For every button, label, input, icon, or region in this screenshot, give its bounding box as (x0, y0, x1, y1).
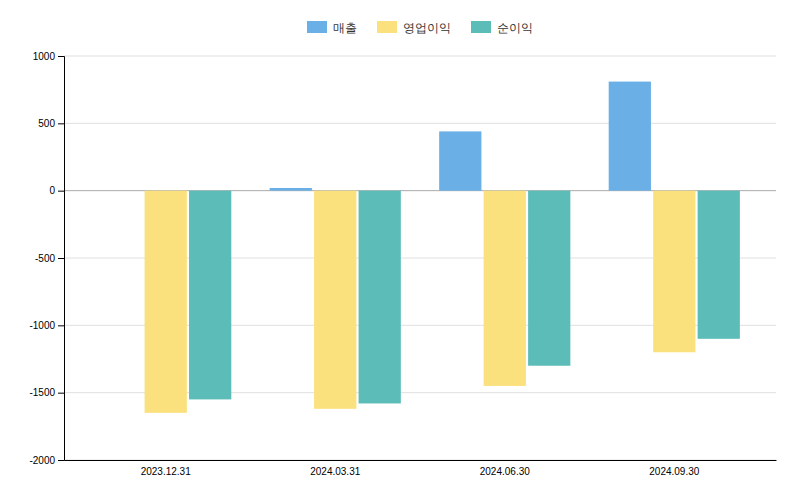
plot: -2000-1500-1000-500050010002023.12.31202… (29, 51, 776, 477)
x-tick: 2023.12.31 (141, 466, 191, 477)
x-tick-label: 2024.06.30 (480, 466, 530, 477)
legend-swatch (377, 21, 397, 33)
grid-line (64, 56, 776, 57)
y-tick-label: 1000 (33, 51, 56, 62)
legend: 매출 영업이익 순이익 (307, 21, 533, 35)
y-tick: 0 (49, 185, 64, 196)
bar (145, 191, 187, 413)
bar-series (270, 82, 651, 191)
x-tick-label: 2023.12.31 (141, 466, 191, 477)
bar (528, 191, 570, 366)
y-tick: 1000 (33, 51, 64, 62)
grid-line (64, 460, 776, 461)
y-axis: -2000 -1500 -1000 -500 0 500 1000 (29, 51, 64, 466)
bar (100, 190, 142, 191)
x-tick: 2024.03.31 (310, 466, 360, 477)
bar (698, 191, 740, 339)
y-tick-mark (58, 460, 64, 461)
y-tick: -1500 (29, 387, 64, 398)
y-tick-label: 0 (49, 185, 55, 196)
y-tick-mark (58, 56, 64, 57)
y-tick-mark (58, 325, 64, 326)
y-tick: -2000 (29, 455, 64, 466)
y-tick: 500 (38, 118, 64, 129)
y-tick-mark (58, 258, 64, 259)
bar-series (189, 191, 740, 404)
bar (653, 191, 695, 353)
bar (270, 188, 312, 191)
legend-label: 매출 (333, 21, 357, 35)
bar (314, 191, 356, 409)
bar (439, 131, 481, 190)
axis-line (58, 57, 65, 461)
bar (189, 191, 231, 400)
chart: -2000-1500-1000-500050010002023.12.31202… (0, 0, 800, 500)
legend-swatch (307, 21, 327, 33)
grid (64, 56, 776, 460)
legend-label: 순이익 (497, 21, 533, 35)
y-tick-mark (58, 191, 64, 192)
y-tick-label: -1000 (29, 320, 55, 331)
x-axis: 2023.12.31 2024.03.31 2024.06.30 2024.09.30 (65, 461, 777, 478)
x-tick-label: 2024.03.31 (310, 466, 360, 477)
y-tick-label: -2000 (29, 455, 55, 466)
legend-label: 영업이익 (403, 21, 451, 35)
bar (359, 191, 401, 404)
y-tick-label: -500 (35, 253, 55, 264)
y-tick-mark (58, 123, 64, 124)
bar (484, 191, 526, 386)
y-tick-mark (58, 393, 64, 394)
axis-line (65, 460, 777, 461)
y-tick: -1000 (29, 320, 64, 331)
x-tick: 2024.06.30 (480, 466, 530, 477)
bar (609, 82, 651, 191)
legend-item: 순이익 (471, 21, 533, 35)
legend-swatch (471, 21, 491, 33)
bars (145, 82, 740, 413)
legend-item: 매출 (307, 21, 357, 35)
y-tick: -500 (35, 253, 64, 264)
y-tick-label: 500 (38, 118, 55, 129)
legend-item: 영업이익 (377, 21, 451, 35)
x-tick-label: 2024.09.30 (649, 466, 699, 477)
x-tick: 2024.09.30 (649, 466, 699, 477)
bar-series (145, 191, 696, 413)
grid-line (64, 123, 776, 124)
y-tick-label: -1500 (29, 387, 55, 398)
